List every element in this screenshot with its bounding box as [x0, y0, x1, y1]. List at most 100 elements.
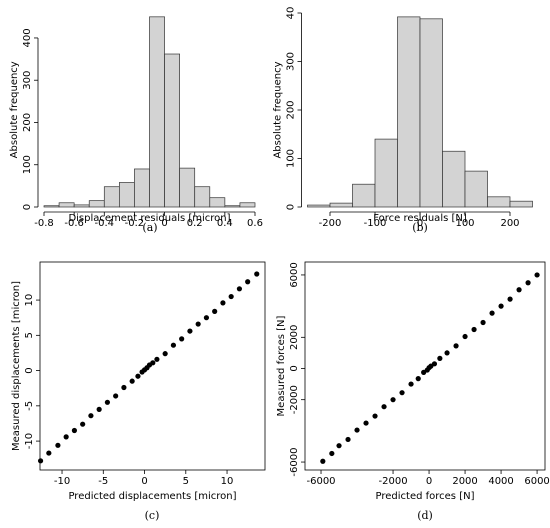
bar	[58, 202, 75, 208]
bar	[374, 138, 398, 208]
point	[170, 342, 177, 348]
point	[507, 296, 513, 302]
bar	[224, 205, 241, 208]
x-tick-label: 4000	[488, 476, 513, 487]
point	[37, 458, 44, 464]
bar	[352, 183, 376, 208]
point	[254, 271, 260, 277]
point	[372, 413, 378, 419]
point	[399, 390, 405, 396]
x-tick-label: -10	[54, 476, 70, 487]
point	[390, 397, 396, 403]
point	[437, 355, 443, 361]
x-tick-label: -5	[98, 476, 108, 487]
bar	[209, 197, 226, 208]
x-tick-label: -200	[319, 218, 342, 229]
bar	[487, 196, 511, 208]
y-tick-label: 300	[22, 71, 33, 90]
point	[228, 293, 234, 300]
point	[71, 427, 78, 434]
plot-box	[39, 261, 266, 471]
y-tick-label: 2000	[289, 325, 300, 350]
y-tick-label: 300	[286, 52, 297, 71]
bar	[164, 53, 180, 208]
x-axis-label: Displacement residuals [micron]	[68, 213, 230, 224]
y-tick-label: 400	[22, 28, 33, 47]
x-tick-label: 10	[221, 476, 234, 487]
y-tick-label: 200	[286, 100, 297, 119]
y-axis-label: Measured forces [N]	[276, 315, 287, 416]
y-tick-label: -10	[24, 433, 35, 449]
x-tick-label: 0.6	[247, 218, 263, 229]
bar	[419, 18, 443, 208]
bar	[103, 186, 120, 208]
y-tick-label: 0	[286, 204, 297, 210]
y-tick-label: 0	[289, 365, 300, 371]
bar	[239, 202, 256, 208]
bar	[88, 200, 105, 208]
x-axis-label: Predicted displacements [micron]	[68, 491, 236, 502]
x-tick-label: -6000	[306, 476, 335, 487]
y-tick-label: 200	[22, 113, 33, 132]
x-tick-label: -2000	[379, 476, 408, 487]
x-axis-label: Predicted forces [N]	[376, 491, 475, 502]
point	[236, 286, 243, 292]
caption: (b)	[412, 221, 428, 234]
point	[471, 326, 477, 333]
x-tick-label: -100	[364, 218, 387, 229]
x-tick-label: 0	[161, 218, 167, 229]
bar	[149, 16, 165, 208]
point	[121, 384, 127, 391]
x-tick-label: 2000	[452, 476, 477, 487]
bar	[134, 168, 150, 208]
y-axis-label: Measured displacements [micron]	[11, 281, 22, 451]
bar	[397, 16, 421, 208]
y-tick-label: 5	[24, 332, 35, 338]
x-tick-label: 0.2	[187, 218, 203, 229]
y-tick-label: 10	[24, 294, 35, 307]
point	[154, 356, 160, 362]
point	[354, 427, 360, 433]
bar	[329, 202, 353, 208]
x-tick-label: 0	[417, 218, 423, 229]
point	[345, 436, 351, 443]
point	[489, 310, 495, 316]
x-tick-label: -0.6	[64, 218, 84, 229]
point	[187, 328, 193, 334]
point	[88, 413, 94, 419]
point	[212, 308, 218, 314]
caption: (d)	[417, 509, 433, 522]
point	[220, 300, 226, 306]
point	[150, 360, 156, 366]
point	[329, 450, 335, 457]
y-tick-label: 100	[286, 149, 297, 168]
bar	[179, 167, 196, 208]
bar	[509, 200, 533, 208]
point	[135, 373, 141, 379]
y-tick-label: 0	[24, 367, 35, 373]
caption: (a)	[142, 221, 157, 234]
point	[415, 376, 421, 382]
point	[408, 381, 414, 387]
y-tick-label: 0	[22, 204, 33, 210]
x-tick-label: 200	[500, 218, 519, 229]
point	[162, 351, 168, 357]
bar	[464, 170, 488, 208]
caption: (c)	[145, 509, 160, 522]
point	[179, 336, 185, 342]
y-tick-label: 40	[286, 7, 297, 20]
point	[444, 350, 450, 356]
point	[320, 458, 326, 464]
y-tick-label: -6000	[289, 448, 300, 477]
point	[113, 393, 119, 399]
x-axis-label: Force residuals [N]	[373, 213, 467, 224]
x-tick-label: -0.2	[125, 218, 145, 229]
point	[480, 319, 486, 326]
y-tick-label: -2000	[289, 385, 300, 414]
point	[462, 333, 468, 340]
y-tick-label: 100	[22, 155, 33, 174]
point	[96, 406, 102, 412]
bar	[43, 205, 60, 208]
point	[55, 442, 61, 448]
